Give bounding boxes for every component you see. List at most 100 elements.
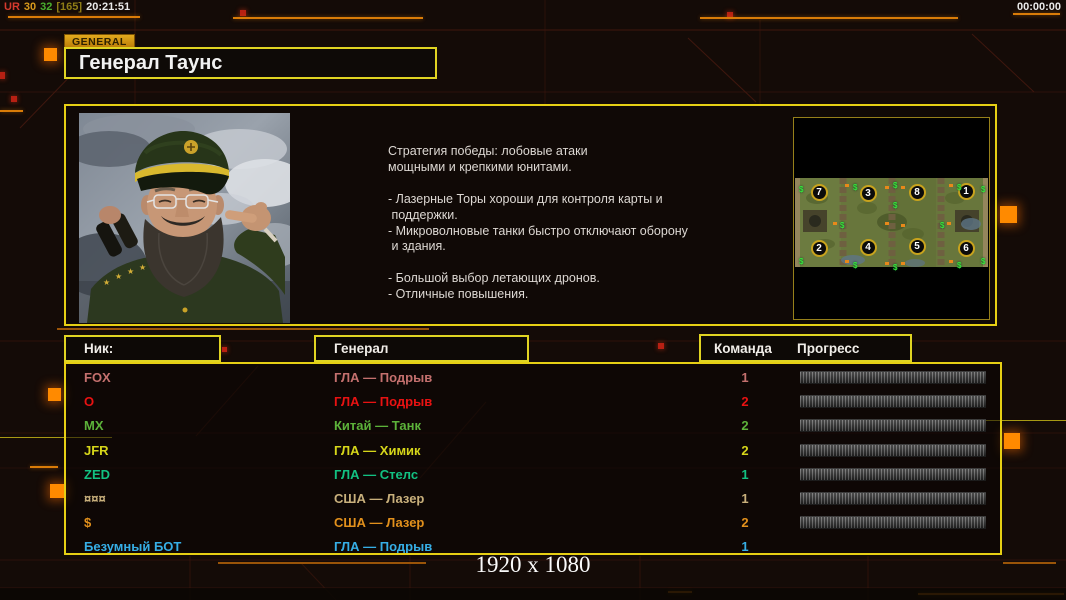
supply-dollar-marker: $	[840, 221, 845, 230]
player-row: Безумный БОТ ГЛА — Подрыв 1	[66, 535, 1000, 555]
load-progress-bar	[800, 443, 986, 457]
supply-crate-marker	[845, 184, 849, 187]
player-row: O ГЛА — Подрыв 2	[66, 390, 1000, 414]
status-segment: UR	[4, 1, 20, 13]
decorative-line	[233, 17, 423, 19]
map-start-position: 6	[957, 239, 975, 257]
svg-text:★: ★	[139, 263, 146, 272]
decorative-square	[1000, 206, 1017, 223]
svg-text:★: ★	[115, 272, 122, 281]
player-general: ГЛА — Подрыв	[334, 394, 433, 410]
player-general: ГЛА — Подрыв	[334, 370, 433, 385]
decorative-line	[0, 437, 112, 438]
player-nick: MX	[84, 418, 104, 434]
map-start-position: 5	[908, 237, 926, 255]
player-general: ГЛА — Подрыв	[334, 539, 433, 555]
strategy-text: Стратегия победы: лобовые атаки мощными …	[388, 144, 688, 302]
player-row: MX Китай — Танк 2	[66, 414, 1000, 438]
decorative-line	[30, 466, 58, 468]
decorative-red-square	[240, 10, 246, 16]
status-segment: 32	[40, 1, 53, 13]
supply-dollar-marker: $	[799, 185, 804, 194]
supply-crate-marker	[885, 262, 889, 265]
column-header-nick: Ник:	[64, 335, 221, 362]
map-start-position: 2	[810, 239, 828, 257]
status-segment: [165]	[56, 1, 83, 13]
load-progress-bar	[800, 419, 986, 433]
player-nick: FOX	[84, 370, 111, 385]
supply-dollar-marker: $	[981, 257, 986, 266]
supply-crate-marker	[947, 222, 951, 225]
player-team: 2	[741, 394, 749, 410]
supply-crate-marker	[949, 184, 953, 187]
decorative-red-square	[0, 72, 5, 79]
supply-crate-marker	[901, 224, 905, 227]
supply-crate-marker	[901, 186, 905, 189]
match-timer: 00:00:00	[1016, 1, 1061, 13]
column-header-general: Генерал	[314, 335, 529, 362]
supply-dollar-marker: $	[893, 201, 898, 210]
load-progress-bar	[800, 491, 986, 505]
page-title: Генерал Таунс	[79, 52, 223, 74]
decorative-square	[50, 484, 64, 498]
supply-dollar-marker: $	[853, 183, 858, 192]
column-header-progress: Прогресс	[797, 341, 860, 356]
decorative-red-square	[658, 343, 664, 349]
decorative-red-square	[727, 12, 733, 18]
player-nick: Безумный БОТ	[84, 539, 182, 555]
map-strip-overlay: 7 3 8 1 2 4 5 6 $ $ $ $ $ $ $ $ $ $ $ $ $	[795, 178, 988, 272]
supply-crate-marker	[845, 260, 849, 263]
svg-text:★: ★	[127, 267, 134, 276]
tab-general: GENERAL	[64, 34, 135, 48]
decorative-red-square	[11, 96, 17, 102]
supply-dollar-marker: $	[957, 183, 962, 192]
decorative-red-square	[222, 347, 227, 352]
player-team: 2	[741, 442, 749, 458]
map-start-position: 3	[859, 184, 877, 202]
svg-text:★: ★	[103, 278, 110, 287]
load-progress-bar	[800, 516, 986, 530]
player-row: JFR ГЛА — Химик 2	[66, 439, 1000, 463]
decorative-line	[57, 328, 429, 330]
supply-dollar-marker: $	[957, 261, 962, 270]
player-team: 2	[741, 418, 749, 434]
decorative-square	[1004, 433, 1020, 449]
player-nick: ¤¤¤	[84, 490, 106, 506]
status-segment: 30	[23, 1, 37, 13]
decorative-square	[48, 388, 61, 401]
supply-dollar-marker: $	[853, 261, 858, 270]
resolution-watermark: 1920 x 1080	[475, 552, 591, 577]
map-preview: 7 3 8 1 2 4 5 6 $ $ $ $ $ $ $ $ $ $ $ $ $	[793, 117, 990, 320]
supply-crate-marker	[885, 186, 889, 189]
decorative-line	[0, 110, 23, 112]
load-progress-bar	[800, 371, 986, 384]
player-general: США — Лазер	[334, 515, 425, 531]
decorative-line	[218, 562, 426, 564]
load-progress-bar	[800, 467, 986, 481]
general-info-panel: ★ ★ ★ ★	[64, 104, 997, 326]
map-start-position: 1	[957, 182, 975, 200]
decorative-line	[1013, 13, 1060, 15]
player-team: 1	[741, 466, 749, 482]
general-portrait: ★ ★ ★ ★	[79, 113, 290, 323]
general-portrait-image: ★ ★ ★ ★	[79, 113, 290, 323]
player-row: FOX ГЛА — Подрыв 1	[66, 366, 1000, 390]
status-segment: 20:21:51	[86, 1, 131, 13]
decorative-line	[8, 16, 140, 18]
player-nick: ZED	[84, 466, 110, 482]
footer-band	[0, 588, 1066, 600]
player-team: 1	[741, 370, 749, 385]
decorative-line	[700, 17, 958, 19]
general-title-box: Генерал Таунс	[64, 47, 437, 79]
player-team: 2	[741, 515, 749, 531]
player-list: FOX ГЛА — Подрыв 1 O ГЛА — Подрыв 2 MX Китай — …	[66, 366, 1000, 555]
player-row: ¤¤¤ США — Лазер 1	[66, 487, 1000, 511]
player-general: США — Лазер	[334, 490, 425, 506]
supply-dollar-marker: $	[893, 181, 898, 190]
player-general: Китай — Танк	[334, 418, 421, 434]
supply-dollar-marker: $	[799, 257, 804, 266]
supply-crate-marker	[901, 262, 905, 265]
player-nick: O	[84, 394, 95, 410]
player-general: ГЛА — Химик	[334, 442, 421, 458]
